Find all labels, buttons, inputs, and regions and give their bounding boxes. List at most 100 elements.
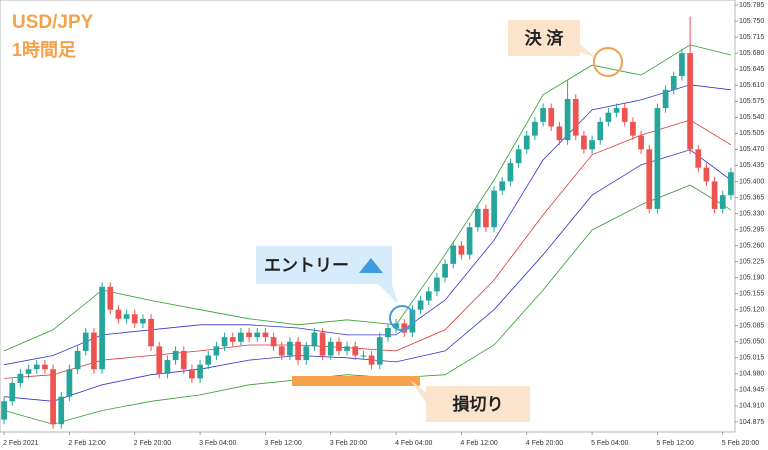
candle-body [679, 53, 685, 77]
candle-body [246, 332, 252, 338]
candle-body [621, 108, 628, 122]
candle-body [507, 163, 514, 182]
candle-body [409, 309, 416, 333]
candle-body [189, 369, 195, 379]
candle-body [91, 332, 97, 370]
candle-body [25, 369, 32, 374]
candle-body [703, 167, 710, 182]
x-tick-label: 3 Feb 12:00 [264, 440, 301, 447]
candle-body [180, 350, 187, 370]
y-tick-label: 105.330 [739, 210, 764, 217]
entry-label: エントリー [264, 256, 349, 275]
chart-subtitle: 1時間足 [12, 40, 76, 60]
y-tick-label: 105.260 [739, 242, 764, 249]
y-tick-label: 104.945 [739, 387, 764, 394]
x-tick-label: 4 Feb 20:00 [526, 440, 563, 447]
y-tick-label: 105.750 [739, 18, 764, 25]
candle-body [385, 328, 391, 338]
y-tick-label: 105.365 [739, 194, 764, 201]
entry-triangle [359, 258, 383, 273]
y-tick-label: 105.785 [739, 2, 764, 9]
candle-body [58, 396, 65, 425]
candle-body [662, 89, 669, 109]
candle-body [597, 121, 604, 141]
candle-body [670, 76, 677, 90]
candle-body [270, 337, 277, 347]
candle-body [376, 337, 383, 365]
plot-frame [0, 0, 736, 433]
candle-body [213, 346, 220, 356]
exit-pointer [580, 44, 596, 58]
y-tick-label: 105.225 [739, 258, 764, 265]
x-tick-label: 4 Feb 04:00 [395, 440, 432, 447]
candle-body [33, 364, 40, 370]
candle-body [205, 355, 212, 365]
candle-body [613, 108, 620, 113]
candle-body [540, 108, 546, 122]
candle-body [352, 346, 359, 356]
candle-body [17, 373, 24, 383]
candle-body [368, 355, 375, 365]
candle-body [311, 332, 318, 347]
candle-body [434, 277, 440, 292]
candle-body [156, 346, 163, 374]
candle-body [82, 332, 89, 351]
y-tick-label: 105.050 [739, 339, 764, 346]
candle-body [295, 341, 301, 361]
y-tick-label: 105.505 [739, 130, 764, 137]
candle-body [115, 309, 122, 319]
candle-body [140, 318, 146, 324]
candle-body [564, 98, 571, 141]
candle-body [572, 98, 579, 136]
candle-body [458, 245, 465, 255]
candle-body [278, 346, 285, 356]
exit-label: 決 済 [525, 28, 565, 48]
candle-body [532, 121, 538, 136]
candle-body [499, 181, 506, 191]
candle-body [221, 337, 228, 347]
candle-body [319, 332, 326, 356]
candle-body [327, 341, 334, 356]
y-tick-label: 104.980 [739, 371, 764, 378]
candle-body [303, 346, 310, 361]
candle-body [466, 227, 473, 255]
candle-body [74, 350, 81, 370]
y-tick-label: 105.610 [739, 82, 764, 89]
candle-body [229, 337, 236, 342]
candle-body [401, 323, 408, 333]
exit-box [508, 20, 580, 56]
candle-body [589, 140, 595, 150]
candle-body [262, 332, 269, 338]
candle-body [172, 350, 179, 361]
candle-body [556, 126, 563, 141]
candle-body [99, 286, 105, 370]
x-tick-label: 2 Feb 20:00 [134, 440, 171, 447]
candle-body [711, 181, 718, 209]
candle-body [719, 195, 726, 209]
candle-body [605, 112, 612, 122]
candle-body [254, 332, 261, 338]
candle-body [442, 263, 448, 278]
y-tick-label: 105.015 [739, 355, 764, 362]
candle-body [654, 108, 661, 209]
candle-body [123, 314, 130, 319]
x-tick-label: 2 Feb 12:00 [68, 440, 105, 447]
y-tick-label: 105.295 [739, 226, 764, 233]
entry-circle [389, 305, 415, 331]
x-tick-label: 4 Feb 12:00 [460, 440, 497, 447]
candle-body [287, 341, 293, 356]
candle-body [344, 346, 350, 351]
candle-body [360, 355, 367, 357]
candle-body [107, 286, 114, 310]
x-tick-label: 5 Feb 12:00 [656, 440, 693, 447]
candle-body [548, 108, 555, 127]
candle-body [336, 341, 342, 351]
y-tick-label: 105.435 [739, 162, 764, 169]
band-line [4, 119, 732, 379]
candle-body [393, 323, 399, 329]
candle-body [9, 382, 16, 402]
candle-body [131, 314, 138, 324]
band-line [3, 44, 731, 352]
candle-body [630, 121, 636, 136]
